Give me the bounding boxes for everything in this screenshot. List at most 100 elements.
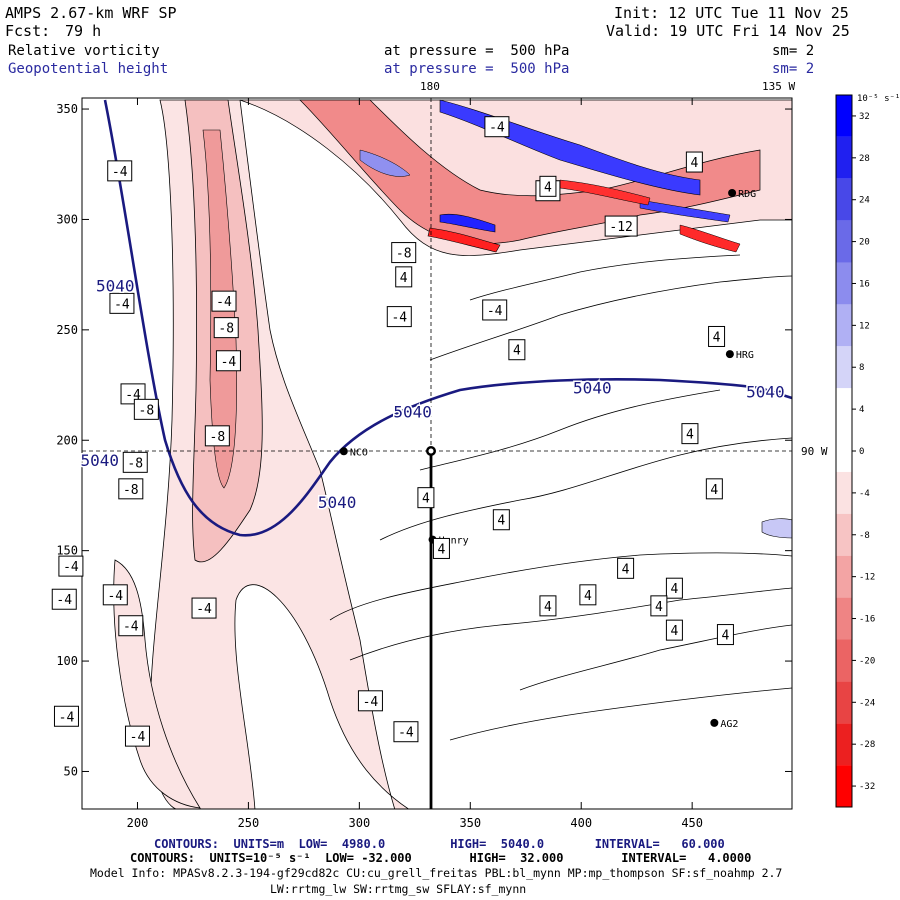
vorticity-label: -8 <box>218 322 234 337</box>
vorticity-label-box <box>122 451 148 473</box>
colorbar-segment <box>836 136 852 179</box>
colorbar-segment <box>836 95 852 137</box>
vorticity-label: 4 <box>544 180 552 195</box>
vorticity-label-box <box>617 557 635 579</box>
vorticity-label: -4 <box>489 121 505 136</box>
station-label: NCO <box>350 447 368 458</box>
vorticity-label: -4 <box>130 730 146 745</box>
vorticity-label: -4 <box>487 304 503 319</box>
map-field <box>113 99 792 809</box>
vorticity-label: 4 <box>497 514 505 529</box>
vorticity-label: -4 <box>363 695 379 710</box>
height-contour-info: CONTOURS: UNITS=m LOW= 4980.0 HIGH= 5040… <box>154 837 725 851</box>
field-2-smooth: sm= 2 <box>772 61 815 77</box>
model-title: AMPS 2.67-km WRF SP <box>5 4 177 22</box>
vorticity-label: 4 <box>438 542 446 557</box>
longitude-label-135w: 135 W <box>762 80 795 93</box>
longitude-label-180: 180 <box>420 80 440 93</box>
vorticity-label: 4 <box>670 624 678 639</box>
colorbar: 32 28 24 20 16 12 8 4 0 -4 -8 -12 -16 -20 -24 -28 -32 <box>835 94 875 808</box>
vorticity-label-box <box>393 721 419 743</box>
vorticity-north-red4 <box>559 179 651 206</box>
vorticity-label: 4 <box>622 562 630 577</box>
y-axis: 50 100 150 200 250 300 350 <box>56 102 792 778</box>
colorbar-segment <box>836 513 852 556</box>
vorticity-label-box <box>484 116 510 138</box>
y-tick-label: 350 <box>56 102 78 116</box>
vorticity-label: -4 <box>391 311 407 326</box>
vorticity-label-box <box>681 423 699 445</box>
colorbar-segment <box>836 430 852 472</box>
station-dot <box>339 447 348 456</box>
vorticity-label: 4 <box>400 271 408 286</box>
vorticity-label: -8 <box>123 483 139 498</box>
colorbar-segment <box>836 304 852 347</box>
colorbar-segment <box>836 220 852 263</box>
colorbar-label: 32 <box>859 112 870 122</box>
vorticity-label: 4 <box>544 600 552 615</box>
vorticity-label-box <box>215 350 241 372</box>
vorticity-label: 4 <box>722 629 730 644</box>
model-info-physics: LW:rrtmg_lw SW:rrtmg_sw SFLAY:sf_mynn <box>270 882 527 896</box>
colorbar-label: 24 <box>859 196 870 206</box>
field-1-smooth: sm= 2 <box>772 43 815 59</box>
y-tick-label: 300 <box>56 212 78 226</box>
colorbar-label: 28 <box>859 154 870 164</box>
vorticity-label: -8 <box>396 247 412 262</box>
vorticity-contour-labels: -4 -4 -4 -4 -4 -8 -8 -8 -8 -8 -4 -4 -4 -4 -4 -4 -4 -4 -4 -4… <box>51 116 734 747</box>
vorticity-label-box <box>191 597 217 619</box>
colorbar-segment <box>836 555 852 598</box>
vorticity-label-box <box>211 290 237 312</box>
colorbar-segment <box>836 471 852 514</box>
vorticity-label: 4 <box>713 330 721 345</box>
vorticity-label: 4 <box>670 582 678 597</box>
vorticity-label-box <box>579 584 597 606</box>
vorticity-label: 4 <box>513 344 521 359</box>
vorticity-label-box <box>395 266 413 288</box>
y-tick-label: 50 <box>64 764 78 778</box>
vorticity-contour-info: CONTOURS: UNITS=10⁻⁵ s⁻¹ LOW= -32.000 HI… <box>130 851 752 865</box>
vorticity-north-red3 <box>679 224 741 253</box>
colorbar-label: -8 <box>859 531 870 541</box>
vorticity-label-box <box>118 478 144 500</box>
vorticity-label: -4 <box>196 602 212 617</box>
vorticity-label-box <box>102 584 128 606</box>
colorbar-segment <box>836 681 852 724</box>
colorbar-label: 16 <box>859 279 870 289</box>
vorticity-label-box <box>204 425 230 447</box>
height-label: 5040 <box>393 403 432 422</box>
colorbar-segment <box>836 597 852 640</box>
station-label: RDG <box>738 189 756 200</box>
vorticity-label-box <box>539 175 557 197</box>
colorbar-label: 0 <box>859 447 864 457</box>
colorbar-label: -16 <box>859 615 875 625</box>
station-dot <box>710 718 719 727</box>
vorticity-label-box <box>58 555 84 577</box>
colorbar-label: -32 <box>859 782 875 792</box>
station-label: Henry <box>439 536 469 547</box>
vorticity-label-box <box>508 339 526 361</box>
longitude-label-90w: 90 W <box>801 445 828 458</box>
vorticity-label: 4 <box>686 428 694 443</box>
init-time: Init: 12 UTC Tue 11 Nov 25 <box>614 4 849 22</box>
vorticity-label-box <box>708 325 726 347</box>
colorbar-segment <box>836 346 852 389</box>
forecast-hour: 79 h <box>65 22 102 40</box>
vorticity-east-blue <box>761 518 792 539</box>
vorticity-label: 4 <box>710 483 718 498</box>
height-label: 5040 <box>318 493 357 512</box>
height-label: 5040 <box>746 383 785 402</box>
vorticity-label-box <box>118 615 144 637</box>
vorticity-north-red2 <box>427 227 501 253</box>
vorticity-label-box <box>705 478 723 500</box>
colorbar-label: 20 <box>859 238 870 248</box>
colorbar-segment <box>836 723 852 766</box>
vorticity-label-box <box>539 595 557 617</box>
colorbar-label: -12 <box>859 573 875 583</box>
vorticity-label: -4 <box>112 165 128 180</box>
x-tick-label: 250 <box>238 816 260 830</box>
vorticity-label: -8 <box>139 403 155 418</box>
x-tick-label: 400 <box>570 816 592 830</box>
x-tick-label: 300 <box>349 816 371 830</box>
colorbar-segment <box>836 765 852 807</box>
